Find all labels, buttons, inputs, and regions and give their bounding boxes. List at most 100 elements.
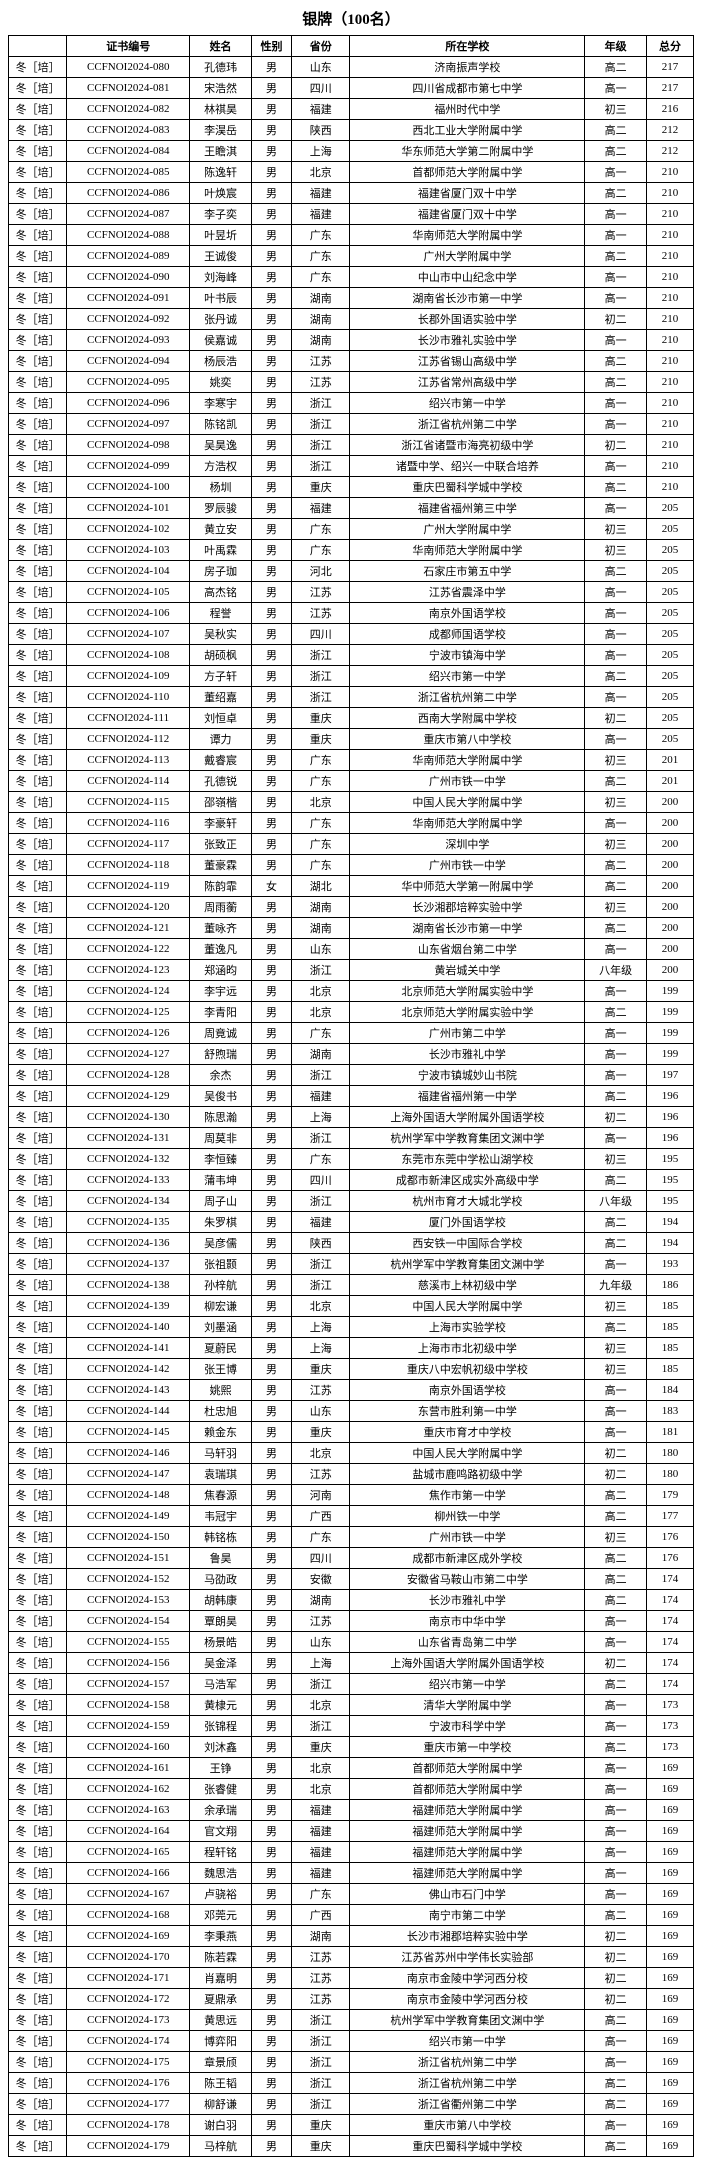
cell-name: 侯嘉诚: [190, 330, 252, 351]
cell-prov: 上海: [292, 141, 350, 162]
cell-score: 210: [646, 372, 693, 393]
cell-school: 上海外国语大学附属外国语学校: [350, 1107, 585, 1128]
cell-grade: 高二: [585, 2010, 647, 2031]
table-row: 冬［培］CCFNOI2024-146马轩羽男北京中国人民大学附属中学初二180: [9, 1443, 694, 1464]
cell-cert: CCFNOI2024-138: [67, 1275, 190, 1296]
cell-name: 黄棣元: [190, 1695, 252, 1716]
cell-prov: 北京: [292, 162, 350, 183]
cell-cert: CCFNOI2024-119: [67, 876, 190, 897]
cell-prefix: 冬［培］: [9, 834, 67, 855]
cell-grade: 高一: [585, 1779, 647, 1800]
cell-prov: 湖南: [292, 897, 350, 918]
cell-cert: CCFNOI2024-094: [67, 351, 190, 372]
cell-grade: 高一: [585, 624, 647, 645]
cell-prefix: 冬［培］: [9, 981, 67, 1002]
cell-school: 清华大学附属中学: [350, 1695, 585, 1716]
cell-grade: 高一: [585, 204, 647, 225]
cell-school: 广州大学附属中学: [350, 519, 585, 540]
cell-name: 韦冠宇: [190, 1506, 252, 1527]
cell-prefix: 冬［培］: [9, 1212, 67, 1233]
cell-school: 长沙市雅礼中学: [350, 1044, 585, 1065]
cell-cert: CCFNOI2024-093: [67, 330, 190, 351]
cell-gender: 男: [251, 897, 291, 918]
cell-cert: CCFNOI2024-128: [67, 1065, 190, 1086]
cell-cert: CCFNOI2024-103: [67, 540, 190, 561]
cell-gender: 男: [251, 582, 291, 603]
cell-score: 201: [646, 750, 693, 771]
cell-prefix: 冬［培］: [9, 498, 67, 519]
cell-cert: CCFNOI2024-133: [67, 1170, 190, 1191]
cell-prefix: 冬［培］: [9, 120, 67, 141]
cell-prov: 福建: [292, 99, 350, 120]
cell-school: 浙江省杭州第二中学: [350, 2073, 585, 2094]
cell-prov: 陕西: [292, 1233, 350, 1254]
cell-school: 长郡外国语实验中学: [350, 309, 585, 330]
cell-prov: 广东: [292, 1884, 350, 1905]
table-row: 冬［培］CCFNOI2024-142张王博男重庆重庆八中宏帆初级中学校初三185: [9, 1359, 694, 1380]
cell-school: 杭州市育才大城北学校: [350, 1191, 585, 1212]
cell-grade: 初二: [585, 1653, 647, 1674]
table-row: 冬［培］CCFNOI2024-083李淏岳男陕西西北工业大学附属中学高二212: [9, 120, 694, 141]
cell-cert: CCFNOI2024-092: [67, 309, 190, 330]
cell-grade: 高二: [585, 1548, 647, 1569]
cell-score: 169: [646, 1863, 693, 1884]
cell-prov: 浙江: [292, 1128, 350, 1149]
cell-score: 200: [646, 834, 693, 855]
cell-prefix: 冬［培］: [9, 1695, 67, 1716]
cell-name: 王铮: [190, 1758, 252, 1779]
cell-gender: 男: [251, 2052, 291, 2073]
table-row: 冬［培］CCFNOI2024-152马劭政男安徽安徽省马鞍山市第二中学高二174: [9, 1569, 694, 1590]
cell-gender: 男: [251, 1128, 291, 1149]
cell-score: 199: [646, 1044, 693, 1065]
cell-grade: 高一: [585, 78, 647, 99]
cell-score: 176: [646, 1548, 693, 1569]
cell-score: 169: [646, 2010, 693, 2031]
cell-grade: 高二: [585, 372, 647, 393]
cell-name: 孔德玮: [190, 57, 252, 78]
cell-grade: 高一: [585, 1065, 647, 1086]
cell-score: 181: [646, 1422, 693, 1443]
cell-school: 长沙市湘郡培粹实验中学: [350, 1926, 585, 1947]
cell-prov: 山东: [292, 939, 350, 960]
cell-grade: 高一: [585, 1422, 647, 1443]
cell-name: 董咏齐: [190, 918, 252, 939]
table-row: 冬［培］CCFNOI2024-175章景颀男浙江浙江省杭州第二中学高一169: [9, 2052, 694, 2073]
cell-gender: 男: [251, 561, 291, 582]
cell-grade: 高二: [585, 561, 647, 582]
cell-gender: 男: [251, 1065, 291, 1086]
table-row: 冬［培］CCFNOI2024-155杨景皓男山东山东省青岛第二中学高一174: [9, 1632, 694, 1653]
cell-prov: 江苏: [292, 351, 350, 372]
cell-gender: 男: [251, 771, 291, 792]
cell-score: 169: [646, 2094, 693, 2115]
cell-gender: 男: [251, 1380, 291, 1401]
cell-gender: 男: [251, 1275, 291, 1296]
cell-prov: 上海: [292, 1317, 350, 1338]
table-row: 冬［培］CCFNOI2024-176陈王韬男浙江浙江省杭州第二中学高二169: [9, 2073, 694, 2094]
cell-grade: 高一: [585, 1884, 647, 1905]
table-row: 冬［培］CCFNOI2024-094杨辰浩男江苏江苏省锡山高级中学高二210: [9, 351, 694, 372]
cell-school: 绍兴市第一中学: [350, 666, 585, 687]
cell-prefix: 冬［培］: [9, 666, 67, 687]
cell-prefix: 冬［培］: [9, 141, 67, 162]
cell-cert: CCFNOI2024-157: [67, 1674, 190, 1695]
cell-cert: CCFNOI2024-166: [67, 1863, 190, 1884]
cell-name: 陈铭凯: [190, 414, 252, 435]
cell-score: 169: [646, 1989, 693, 2010]
cell-grade: 初二: [585, 1989, 647, 2010]
cell-cert: CCFNOI2024-129: [67, 1086, 190, 1107]
cell-prov: 福建: [292, 183, 350, 204]
cell-school: 宁波市科学中学: [350, 1716, 585, 1737]
cell-name: 柳舒谦: [190, 2094, 252, 2115]
cell-gender: 男: [251, 540, 291, 561]
cell-prefix: 冬［培］: [9, 183, 67, 204]
cell-school: 华南师范大学附属中学: [350, 540, 585, 561]
cell-grade: 高一: [585, 939, 647, 960]
cell-school: 福建师范大学附属中学: [350, 1863, 585, 1884]
cell-prefix: 冬［培］: [9, 771, 67, 792]
col-school: 所在学校: [350, 36, 585, 57]
cell-score: 205: [646, 603, 693, 624]
cell-prov: 广东: [292, 519, 350, 540]
table-row: 冬［培］CCFNOI2024-120周雨蘅男湖南长沙湘郡培粹实验中学初三200: [9, 897, 694, 918]
cell-grade: 高二: [585, 1590, 647, 1611]
table-row: 冬［培］CCFNOI2024-179马梓航男重庆重庆巴蜀科学城中学校高二169: [9, 2136, 694, 2157]
